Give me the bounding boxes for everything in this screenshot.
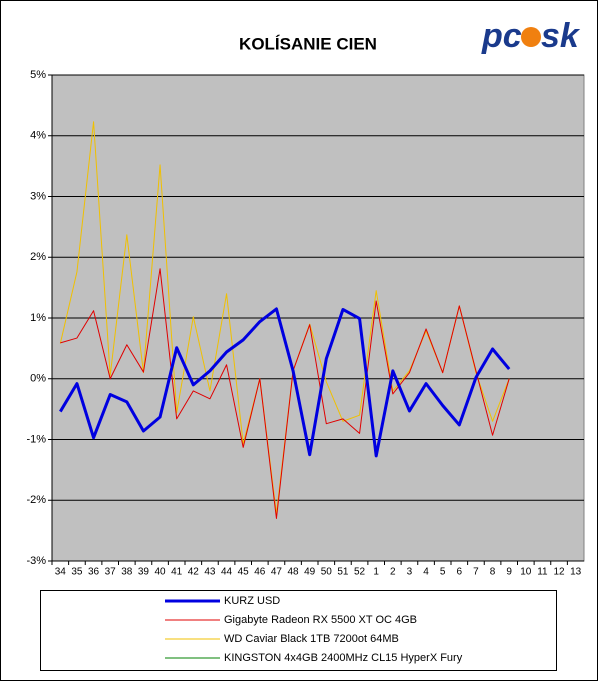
x-tick-label: 42 [188, 567, 200, 578]
y-tick-label: 4% [30, 130, 46, 142]
x-tick-label: 50 [321, 567, 333, 578]
x-tick-label: 13 [570, 567, 582, 578]
y-tick-label: -1% [26, 433, 46, 445]
y-tick-label: 5% [30, 69, 46, 81]
legend-box [40, 590, 557, 671]
x-tick-label: 44 [221, 567, 233, 578]
x-tick-label: 7 [473, 567, 479, 578]
x-tick-label: 38 [121, 567, 133, 578]
y-tick-label: 0% [30, 373, 46, 385]
logo-text: sk [541, 17, 581, 55]
x-tick-label: 45 [238, 567, 250, 578]
x-tick-label: 52 [354, 567, 366, 578]
x-tick-label: 40 [155, 567, 167, 578]
x-tick-label: 43 [204, 567, 216, 578]
logo-text: pc [481, 17, 522, 55]
legend-label: WD Caviar Black 1TB 7200ot 64MB [224, 633, 399, 645]
x-tick-label: 34 [55, 567, 67, 578]
chart-title: KOLÍSANIE CIEN [239, 34, 377, 53]
x-tick-label: 46 [254, 567, 266, 578]
y-tick-label: -3% [26, 555, 46, 567]
x-tick-label: 11 [537, 567, 548, 578]
x-tick-label: 48 [288, 567, 300, 578]
legend-label: KURZ USD [224, 595, 280, 607]
x-tick-label: 10 [520, 567, 532, 578]
legend-label: Gigabyte Radeon RX 5500 XT OC 4GB [224, 614, 417, 626]
y-tick-label: -2% [26, 494, 46, 506]
y-tick-label: 1% [30, 312, 46, 324]
x-tick-label: 9 [506, 567, 512, 578]
x-tick-label: 12 [554, 567, 566, 578]
x-tick-label: 41 [171, 567, 183, 578]
x-tick-label: 47 [271, 567, 283, 578]
x-tick-label: 3 [407, 567, 413, 578]
x-tick-label: 39 [138, 567, 150, 578]
x-tick-label: 6 [457, 567, 463, 578]
x-tick-label: 8 [490, 567, 496, 578]
x-tick-label: 36 [88, 567, 100, 578]
series-line [59, 307, 511, 458]
x-tick-label: 35 [71, 567, 83, 578]
x-tick-label: 1 [373, 567, 379, 578]
x-tick-label: 4 [423, 567, 429, 578]
x-tick-label: 5 [440, 567, 446, 578]
x-tick-label: 37 [105, 567, 117, 578]
y-tick-label: 2% [30, 251, 46, 263]
series-line [60, 268, 510, 519]
x-tick-label: 2 [390, 567, 396, 578]
x-tick-label: 51 [337, 567, 349, 578]
x-tick-label: 49 [304, 567, 316, 578]
y-tick-label: 3% [30, 190, 46, 202]
legend-label: KINGSTON 4x4GB 2400MHz CL15 HyperX Fury [224, 652, 463, 664]
logo-flame [521, 27, 541, 47]
logo: pc sk [481, 17, 581, 55]
